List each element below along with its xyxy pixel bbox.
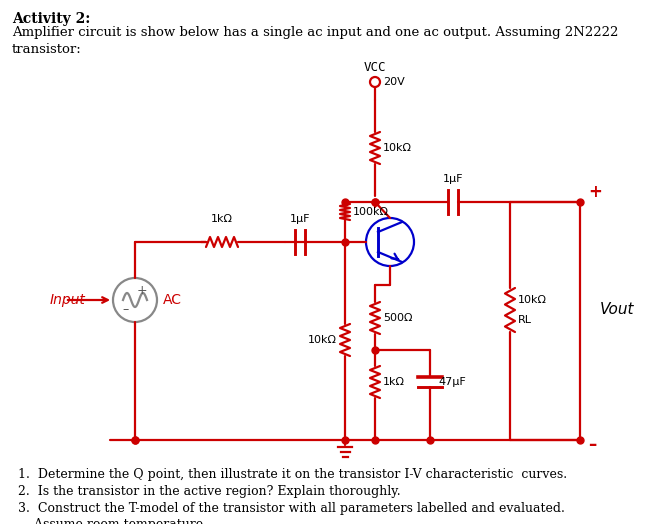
Text: –: –	[588, 436, 596, 454]
Text: AC: AC	[163, 293, 182, 307]
Text: 20V: 20V	[383, 77, 405, 87]
Text: –: –	[123, 303, 129, 316]
Text: Vout: Vout	[600, 302, 634, 318]
Text: 10kΩ: 10kΩ	[308, 335, 337, 345]
Text: 3.  Construct the T-model of the transistor with all parameters labelled and eva: 3. Construct the T-model of the transist…	[18, 502, 565, 524]
Text: 1.  Determine the Q point, then illustrate it on the transistor I-V characterist: 1. Determine the Q point, then illustrat…	[18, 468, 567, 481]
Text: Input: Input	[49, 293, 85, 307]
Text: RL: RL	[518, 315, 532, 325]
Text: 1μF: 1μF	[290, 214, 310, 224]
Text: Activity 2:: Activity 2:	[12, 12, 91, 26]
Text: 10kΩ: 10kΩ	[383, 143, 412, 153]
Text: +: +	[588, 183, 602, 201]
Text: 10kΩ: 10kΩ	[518, 295, 547, 305]
Text: 1μF: 1μF	[443, 174, 463, 184]
Text: 1kΩ: 1kΩ	[211, 214, 233, 224]
Text: 1kΩ: 1kΩ	[383, 377, 405, 387]
Text: Amplifier circuit is show below has a single ac input and one ac output. Assumin: Amplifier circuit is show below has a si…	[12, 26, 619, 56]
Text: +: +	[136, 283, 148, 297]
Text: VCC: VCC	[363, 61, 386, 74]
Text: 47μF: 47μF	[438, 377, 466, 387]
Text: 100kΩ: 100kΩ	[353, 207, 389, 217]
Text: 500Ω: 500Ω	[383, 313, 413, 323]
Text: 2.  Is the transistor in the active region? Explain thoroughly.: 2. Is the transistor in the active regio…	[18, 485, 401, 498]
